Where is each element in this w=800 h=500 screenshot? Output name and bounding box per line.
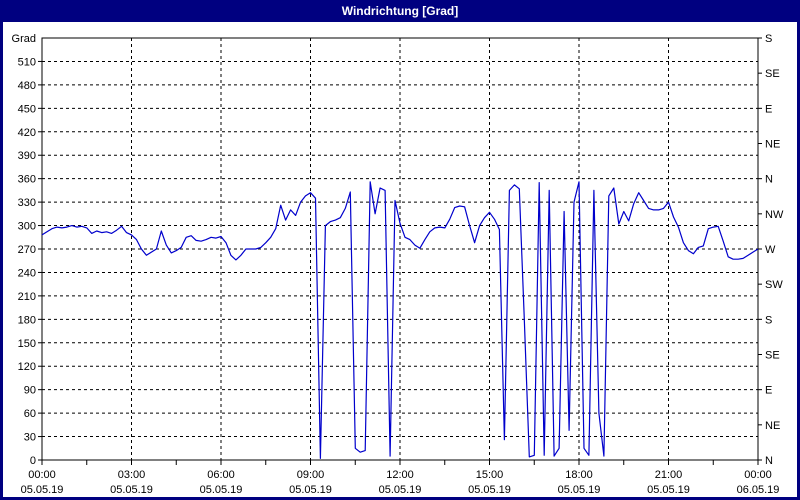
x-tick-time-label: 21:00 xyxy=(655,469,683,481)
left-tick-label: 270 xyxy=(18,244,36,256)
x-tick-date-label: 05.05.19 xyxy=(21,484,64,496)
left-tick-label: 510 xyxy=(18,56,36,68)
x-tick-date-label: 05.05.19 xyxy=(647,484,690,496)
left-tick-label: 60 xyxy=(24,408,36,420)
left-tick-label: 90 xyxy=(24,385,36,397)
x-tick-date-label: 05.05.19 xyxy=(558,484,601,496)
x-tick-time-label: 00:00 xyxy=(28,469,56,481)
x-tick-time-label: 15:00 xyxy=(476,469,504,481)
left-tick-label: 480 xyxy=(18,80,36,92)
left-tick-label: 180 xyxy=(18,314,36,326)
y-axis-title: Grad xyxy=(12,33,36,45)
left-tick-label: 210 xyxy=(18,291,36,303)
x-tick-date-label: 05.05.19 xyxy=(289,484,332,496)
left-tick-label: 30 xyxy=(24,432,36,444)
left-tick-label: 390 xyxy=(18,150,36,162)
right-tick-label: S xyxy=(765,314,772,326)
left-tick-label: 150 xyxy=(18,338,36,350)
window-title-bar: Windrichtung [Grad] xyxy=(0,0,800,22)
right-tick-label: N xyxy=(765,455,773,467)
left-tick-label: 450 xyxy=(18,103,36,115)
x-tick-time-label: 09:00 xyxy=(297,469,325,481)
x-tick-time-label: 18:00 xyxy=(565,469,593,481)
left-tick-label: 330 xyxy=(18,197,36,209)
right-tick-label: N xyxy=(765,174,773,186)
right-tick-label: W xyxy=(765,244,776,256)
right-tick-label: SE xyxy=(765,350,780,362)
right-tick-label: NE xyxy=(765,420,780,432)
wind-direction-line xyxy=(41,181,759,459)
window-title: Windrichtung [Grad] xyxy=(341,4,459,18)
right-tick-label: SW xyxy=(765,279,783,291)
x-tick-date-label: 05.05.19 xyxy=(110,484,153,496)
right-tick-label: NE xyxy=(765,139,780,151)
x-tick-time-label: 12:00 xyxy=(386,469,414,481)
x-tick-date-label: 05.05.19 xyxy=(468,484,511,496)
right-tick-label: S xyxy=(765,33,772,45)
right-tick-label: NW xyxy=(765,209,784,221)
left-tick-label: 0 xyxy=(30,455,36,467)
chart-area: 510 480 450 420 390 360 330 300 270 240 210 180 150 1… xyxy=(3,22,797,497)
left-tick-label: 240 xyxy=(18,267,36,279)
wind-direction-chart: 5104804504203903603303002702402101801501… xyxy=(12,33,784,496)
right-tick-label: E xyxy=(765,103,772,115)
right-tick-label: SE xyxy=(765,68,780,80)
x-tick-date-label: 05.05.19 xyxy=(200,484,243,496)
x-tick-time-label: 00:00 xyxy=(744,469,772,481)
right-tick-label: E xyxy=(765,385,772,397)
x-tick-time-label: 03:00 xyxy=(118,469,146,481)
x-tick-date-label: 05.05.19 xyxy=(379,484,422,496)
x-tick-time-label: 06:00 xyxy=(207,469,235,481)
left-tick-label: 300 xyxy=(18,221,36,233)
left-tick-label: 360 xyxy=(18,174,36,186)
left-tick-label: 120 xyxy=(18,361,36,373)
x-tick-date-label: 06.05.19 xyxy=(737,484,780,496)
left-tick-label: 420 xyxy=(18,127,36,139)
